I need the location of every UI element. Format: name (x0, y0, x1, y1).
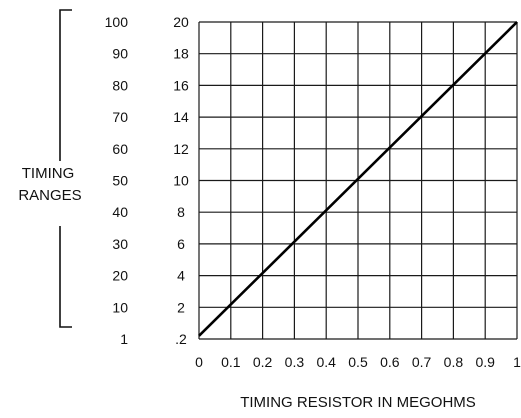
y-tick-label-inner: 12 (173, 141, 189, 157)
y-tick-label-outer: 70 (112, 109, 128, 125)
y-axis-label-line-1: TIMING (22, 165, 75, 182)
x-tick-label: 0.6 (380, 354, 400, 370)
y-tick-label-inner: 20 (173, 14, 189, 30)
y-tick-label-inner: 4 (177, 268, 185, 284)
y-tick-labels-outer: 1 10 20 30 40 50 60 70 80 90 100 (105, 14, 129, 347)
series-line (198, 21, 518, 337)
y-tick-label-inner: 14 (173, 109, 189, 125)
y-tick-label-inner: 8 (177, 204, 185, 220)
timing-ranges-bracket (59, 9, 72, 328)
y-tick-label-inner: 10 (173, 173, 189, 189)
x-tick-label: 0.7 (412, 354, 432, 370)
y-tick-label-inner: 2 (177, 299, 185, 315)
x-tick-label: 0 (195, 354, 203, 370)
x-tick-label: 0.4 (316, 354, 336, 370)
y-tick-label-outer: 40 (112, 204, 128, 220)
x-tick-labels: 0 0.1 0.2 0.3 0.4 0.5 0.6 0.7 0.8 0.9 1 (195, 354, 521, 370)
x-tick-label: 1 (513, 354, 521, 370)
y-tick-label-inner: 6 (177, 236, 185, 252)
series-layer (198, 21, 518, 337)
x-tick-label: 0.5 (348, 354, 368, 370)
grid (198, 21, 518, 340)
y-tick-label-outer: 90 (112, 46, 128, 62)
y-tick-label-inner: 16 (173, 77, 189, 93)
x-tick-label: 0.8 (444, 354, 464, 370)
x-tick-label: 0.3 (285, 354, 305, 370)
y-tick-label-outer: 50 (112, 173, 128, 189)
x-tick-label: 0.1 (221, 354, 241, 370)
y-tick-label-outer: 1 (120, 331, 128, 347)
y-tick-label-outer: 10 (112, 299, 128, 315)
y-tick-label-outer: 30 (112, 236, 128, 252)
y-tick-label-inner: 18 (173, 46, 189, 62)
x-tick-label: 0.9 (475, 354, 495, 370)
y-tick-label-outer: 20 (112, 268, 128, 284)
y-tick-label-inner: .2 (175, 331, 187, 347)
y-axis-label-line-2: RANGES (18, 187, 81, 204)
x-tick-label: 0.2 (253, 354, 273, 370)
y-tick-label-outer: 80 (112, 77, 128, 93)
y-tick-labels-inner: .2 2 4 6 8 10 12 14 16 18 20 (173, 14, 189, 347)
y-tick-label-outer: 100 (105, 14, 129, 30)
x-axis-label: TIMING RESISTOR IN MEGOHMS (240, 394, 476, 411)
y-tick-label-outer: 60 (112, 141, 128, 157)
